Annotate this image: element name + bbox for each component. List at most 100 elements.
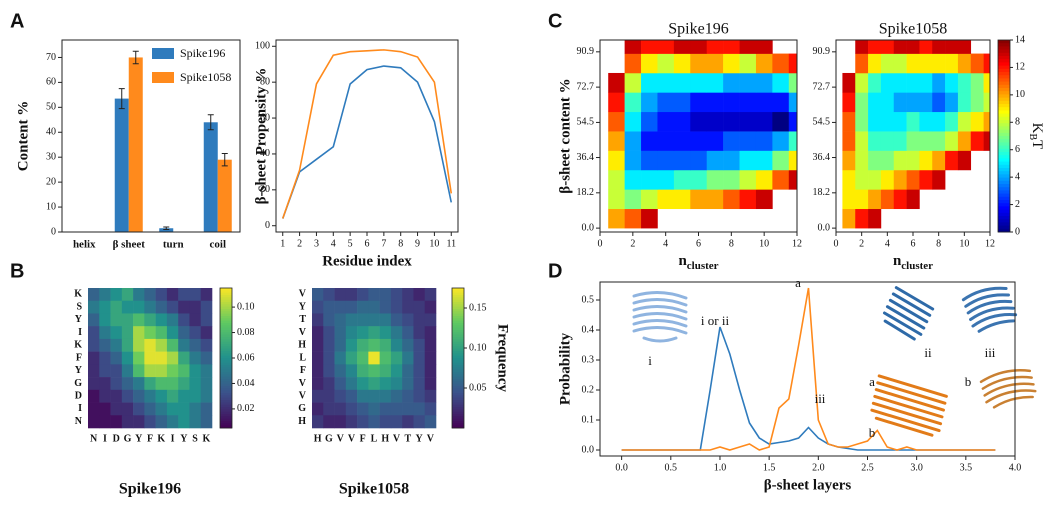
heatmap-cell bbox=[121, 313, 134, 327]
annotation: i bbox=[648, 353, 652, 368]
heatmap-cell bbox=[200, 351, 213, 365]
colorbar-segment bbox=[452, 292, 464, 296]
x-tick-label: coil bbox=[210, 239, 227, 251]
colorbar-segment bbox=[452, 362, 464, 366]
contour-cell bbox=[855, 53, 869, 74]
x-tick-label: 5 bbox=[348, 238, 353, 249]
colorbar-segment bbox=[220, 311, 232, 315]
colorbar-segment bbox=[452, 404, 464, 408]
heatmap-cell bbox=[88, 351, 100, 365]
heatmap-cell bbox=[110, 402, 123, 416]
col-label: Y bbox=[180, 433, 188, 444]
colorbar-segment bbox=[452, 353, 464, 357]
y-tick-label: 0.0 bbox=[582, 444, 595, 455]
contour-cell bbox=[868, 111, 882, 132]
heatmap-cell bbox=[155, 415, 168, 429]
colorbar-segment bbox=[998, 152, 1010, 156]
x-tick-label: 10 bbox=[429, 238, 439, 249]
plot-frame bbox=[599, 281, 1016, 457]
y-tick-label: 20 bbox=[46, 176, 56, 187]
contour-cell bbox=[957, 40, 972, 54]
heatmap-cell bbox=[166, 364, 179, 378]
colorbar-segment bbox=[998, 216, 1010, 220]
contour-cell bbox=[706, 111, 724, 132]
heatmap-cell bbox=[178, 364, 190, 378]
heatmap-cell bbox=[178, 415, 190, 429]
contour-cell bbox=[893, 72, 907, 93]
contour-cell bbox=[706, 72, 724, 93]
row-label: I bbox=[78, 327, 82, 338]
heatmap-cell bbox=[200, 415, 213, 429]
contour-cell bbox=[657, 53, 675, 74]
x-tick-label: 0 bbox=[834, 238, 839, 249]
colorbar-segment bbox=[220, 304, 232, 308]
x-tick-label: 0 bbox=[598, 238, 603, 249]
row-label: Y bbox=[75, 365, 83, 376]
heatmap-cell bbox=[144, 389, 156, 403]
colorbar-segment bbox=[998, 158, 1010, 162]
heatmap-cell bbox=[88, 300, 100, 314]
contour-cell bbox=[723, 72, 740, 93]
colorbar-segment bbox=[220, 344, 232, 347]
contour-cell bbox=[932, 169, 946, 190]
contour-cell bbox=[657, 169, 675, 190]
x-tick-label: 4.0 bbox=[1009, 462, 1022, 473]
heatmap-cell bbox=[345, 313, 358, 327]
contour-cell bbox=[842, 169, 856, 190]
row-label: F bbox=[300, 365, 306, 376]
colorbar-segment bbox=[220, 397, 232, 401]
heatmap-cell bbox=[88, 288, 100, 302]
contour-cell bbox=[945, 53, 959, 74]
y-tick-label: 10 bbox=[46, 201, 56, 212]
contour-cell bbox=[690, 189, 708, 210]
contour-cell bbox=[880, 150, 895, 171]
contour-cell bbox=[868, 72, 882, 93]
colorbar-segment bbox=[452, 346, 464, 350]
heatmap-cell bbox=[424, 402, 437, 416]
y-tick-label: 60 bbox=[46, 77, 56, 88]
colorbar-segment bbox=[452, 381, 464, 385]
colorbar-segment bbox=[452, 397, 464, 401]
heatmap-cell bbox=[121, 389, 134, 403]
heatmap-cell bbox=[402, 402, 414, 416]
colorbar-segment bbox=[452, 306, 464, 310]
colorbar-segment bbox=[452, 400, 464, 403]
colorbar-segment bbox=[452, 309, 464, 312]
contour-cell bbox=[608, 169, 625, 190]
contour-cell bbox=[755, 111, 773, 132]
heatmap-cell bbox=[155, 326, 168, 340]
contour-cell bbox=[723, 189, 740, 210]
contour-cell bbox=[673, 189, 691, 210]
colorbar-segment bbox=[220, 393, 232, 396]
heatmap-cell bbox=[155, 351, 168, 365]
heatmap-cell bbox=[88, 402, 100, 416]
x-tick-label: 10 bbox=[759, 238, 769, 249]
contour-cell bbox=[739, 189, 757, 210]
contour-cell bbox=[690, 72, 708, 93]
colorbar-segment bbox=[998, 180, 1010, 185]
contour-cell bbox=[723, 169, 740, 190]
error-bar bbox=[207, 114, 214, 131]
heatmap-cell bbox=[323, 313, 335, 327]
heatmap-cell bbox=[413, 364, 426, 378]
heatmap-cell bbox=[413, 377, 426, 391]
contour-cell bbox=[855, 189, 869, 210]
heatmap-cell bbox=[166, 326, 179, 340]
colorbar-segment bbox=[220, 327, 232, 331]
colorbar-tick-label: 0.15 bbox=[469, 302, 487, 313]
contour-cell bbox=[788, 169, 798, 190]
data-line bbox=[621, 326, 996, 451]
legend-swatch bbox=[152, 48, 174, 59]
heatmap-cell bbox=[402, 351, 414, 365]
heatmap-cell bbox=[110, 313, 123, 327]
contour-cell bbox=[983, 131, 991, 151]
heatmap-cell bbox=[178, 351, 190, 365]
heatmap-cell bbox=[357, 300, 369, 314]
contour-cell bbox=[868, 92, 882, 113]
contour-cell bbox=[957, 72, 972, 93]
heatmap-cell bbox=[144, 377, 156, 391]
heatmap-cell bbox=[390, 415, 403, 429]
heatmap-cell bbox=[166, 313, 179, 327]
contour-cell bbox=[919, 111, 933, 132]
colorbar-segment bbox=[452, 393, 464, 396]
